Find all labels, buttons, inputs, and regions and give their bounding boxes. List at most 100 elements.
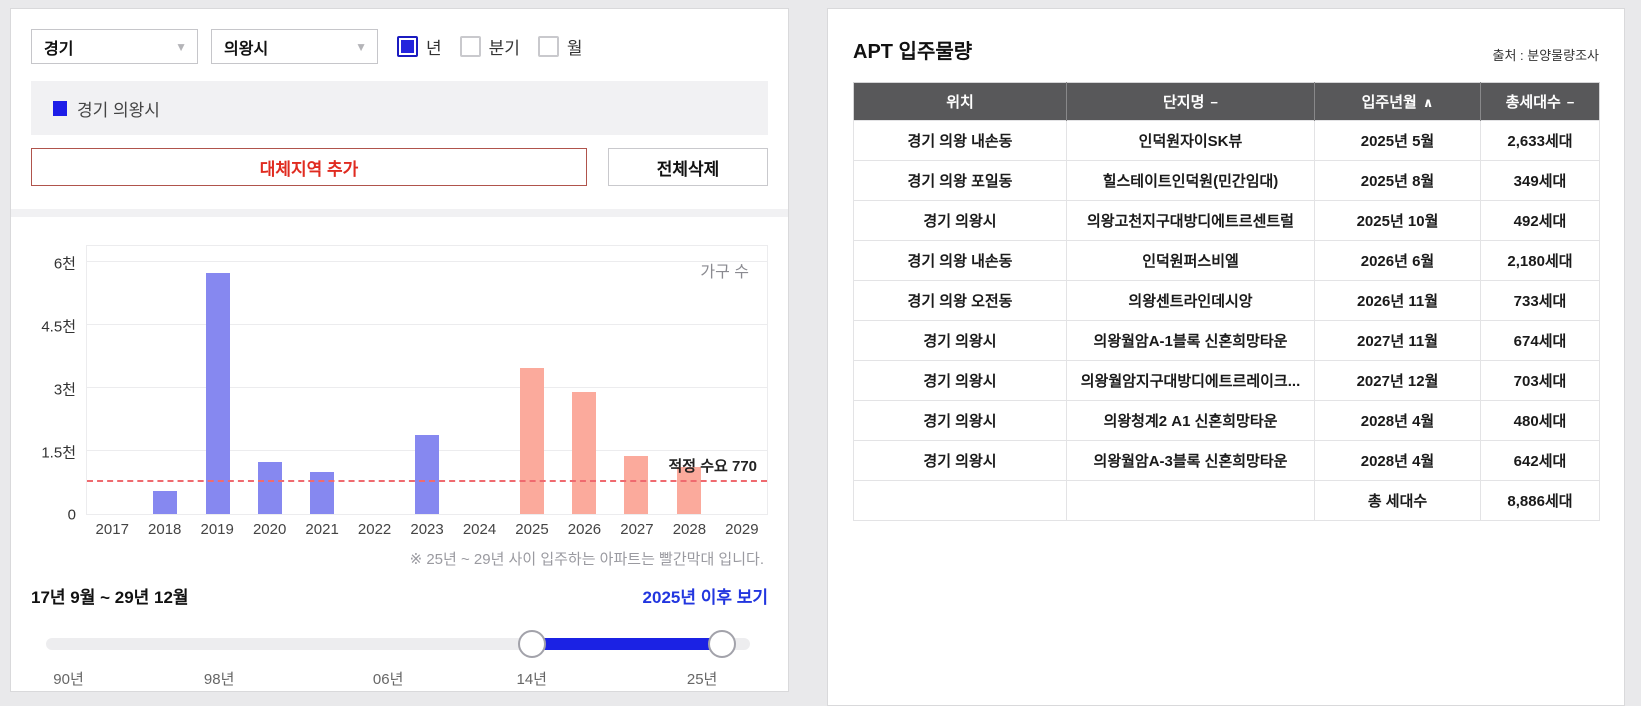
- sort-indicator-icon[interactable]: −: [1210, 95, 1218, 110]
- bar-2019: [205, 272, 230, 514]
- apt-occupancy-table: 위치 단지명 − 입주년월 ∧ 총세대수 − 경기 의왕 내손동 인덕원자이SK뷰 2025년 …: [853, 82, 1600, 521]
- x-axis-tick-label: 2027: [620, 521, 654, 538]
- complex-name-cell: 힐스테이트인덕원(민간임대): [1066, 160, 1315, 201]
- households-bar-chart: 0 1.5천 3천 4.5천 6천 가구 수 적정 수요 770: [31, 245, 768, 524]
- slider-tick-label: 14년: [516, 671, 548, 688]
- households-cell: 2,633세대: [1480, 120, 1600, 161]
- city-dropdown-value: 의왕시: [224, 40, 269, 58]
- y-axis-tick-label: 0: [67, 506, 76, 524]
- move-in-date-cell: 2025년 5월: [1314, 120, 1481, 161]
- x-axis-tick-label: 2023: [410, 521, 444, 538]
- bar-2028: [676, 466, 701, 514]
- complex-name-cell: 의왕월암지구대방디에트르레이크...: [1066, 360, 1315, 401]
- table-row[interactable]: 경기 의왕시 의왕월암A-1블록 신혼희망타운 2027년 11월 674세대: [853, 320, 1600, 361]
- bar-slot-2017: [87, 246, 139, 514]
- x-axis-tick-label: 2020: [252, 521, 287, 538]
- move-in-date-cell: 2026년 11월: [1314, 280, 1481, 321]
- bar-slot-2023: [401, 246, 453, 514]
- column-header-3[interactable]: 입주년월 ∧: [1314, 82, 1481, 121]
- bar-2018: [153, 490, 178, 514]
- delete-all-button[interactable]: 전체삭제: [608, 148, 768, 186]
- table-panel-header: APT 입주물량 출처 : 분양물량조사: [853, 35, 1599, 64]
- households-cell: 642세대: [1480, 440, 1600, 481]
- view-after-2025-link[interactable]: 2025년 이후 보기: [642, 588, 768, 607]
- location-cell: 경기 의왕 포일동: [853, 160, 1067, 201]
- bar-2021: [310, 472, 335, 514]
- x-axis-tick-label: 2018: [148, 521, 182, 538]
- legend-label: 경기 의왕시: [77, 100, 160, 120]
- bar-slot-2019: [192, 246, 244, 514]
- city-dropdown[interactable]: 의왕시 ▼: [211, 29, 378, 64]
- chart-panel: 경기 ▼ 의왕시 ▼ 년 분기 월 경기 의왕시 대체지역 추가 전체삭제 0 1.5…: [10, 8, 789, 692]
- table-row[interactable]: 경기 의왕시 의왕고천지구대방디에트르센트럴 2025년 10월 492세대: [853, 200, 1600, 241]
- bar-2027: [624, 456, 649, 514]
- bar-slot-2027: [610, 246, 662, 514]
- column-header-2[interactable]: 단지명 −: [1066, 82, 1315, 121]
- location-cell: 경기 의왕시: [853, 320, 1067, 361]
- y-axis-tick-label: 6천: [53, 255, 76, 273]
- bar-slot-2026: [558, 246, 610, 514]
- bar-slot-2024: [453, 246, 505, 514]
- checkbox-unchecked-icon[interactable]: [537, 36, 559, 57]
- location-cell: 경기 의왕시: [853, 200, 1067, 241]
- households-cell: 480세대: [1480, 400, 1600, 441]
- chart-y-axis: 0 1.5천 3천 4.5천 6천: [31, 245, 86, 524]
- demand-reference-label: 적정 수요 770: [668, 457, 757, 475]
- add-alternative-region-button[interactable]: 대체지역 추가: [31, 148, 587, 186]
- y-axis-tick-label: 1.5천: [41, 444, 76, 462]
- chart-plot: 가구 수 적정 수요 770: [86, 245, 768, 515]
- province-dropdown[interactable]: 경기 ▼: [31, 29, 198, 64]
- period-option-분기[interactable]: 분기: [459, 34, 520, 59]
- range-row: 17년 9월 ~ 29년 12월 2025년 이후 보기: [31, 583, 768, 608]
- table-row[interactable]: 경기 의왕 내손동 인덕원퍼스비엘 2026년 6월 2,180세대: [853, 240, 1600, 281]
- x-axis-tick-label: 2021: [305, 521, 339, 538]
- empty-cell: [853, 480, 1067, 521]
- bar-slot-2022: [349, 246, 401, 514]
- chevron-down-icon: ▼: [355, 39, 367, 54]
- slider-tick-labels: 90년 98년 06년 14년 25년: [46, 668, 750, 688]
- table-row[interactable]: 경기 의왕 오전동 의왕센트라인데시앙 2026년 11월 733세대: [853, 280, 1600, 321]
- sort-indicator-icon[interactable]: −: [1566, 95, 1575, 110]
- bar-2025: [519, 368, 544, 514]
- complex-name-cell: 의왕고천지구대방디에트르센트럴: [1066, 200, 1315, 241]
- move-in-date-cell: 2028년 4월: [1314, 400, 1481, 441]
- table-row[interactable]: 경기 의왕시 의왕월암지구대방디에트르레이크... 2027년 12월 703세대: [853, 360, 1600, 401]
- location-cell: 경기 의왕시: [853, 440, 1067, 481]
- bar-2026: [571, 391, 596, 514]
- page-title: APT 입주물량: [853, 41, 973, 63]
- move-in-date-cell: 2025년 8월: [1314, 160, 1481, 201]
- period-option-월[interactable]: 월: [537, 34, 583, 59]
- table-row[interactable]: 경기 의왕 내손동 인덕원자이SK뷰 2025년 5월 2,633세대: [853, 120, 1600, 161]
- chevron-down-icon: ▼: [175, 39, 187, 54]
- bar-2023: [415, 435, 440, 514]
- column-header-4[interactable]: 총세대수 −: [1480, 82, 1600, 121]
- gridline: [87, 387, 767, 388]
- slider-thumb-right[interactable]: [707, 630, 736, 658]
- table-row[interactable]: 경기 의왕 포일동 힐스테이트인덕원(민간임대) 2025년 8월 349세대: [853, 160, 1600, 201]
- x-axis-tick-label: 2024: [462, 521, 497, 538]
- x-axis-tick-label: 2029: [725, 521, 759, 538]
- sort-indicator-icon[interactable]: ∧: [1422, 95, 1434, 110]
- location-cell: 경기 의왕시: [853, 360, 1067, 401]
- button-row: 대체지역 추가 전체삭제: [31, 148, 768, 186]
- data-source-label: 출처 : 분양물량조사: [1492, 48, 1599, 63]
- column-header-1[interactable]: 위치: [853, 82, 1067, 121]
- location-cell: 경기 의왕 내손동: [853, 120, 1067, 161]
- period-option-label: 월: [566, 39, 583, 58]
- date-range-slider[interactable]: [46, 630, 750, 658]
- x-axis-tick-label: 2025: [515, 521, 549, 538]
- checkbox-unchecked-icon[interactable]: [459, 36, 481, 57]
- x-axis-tick-label: 2022: [357, 521, 392, 538]
- chart-note: ※ 25년 ~ 29년 사이 입주하는 아파트는 빨간막대 입니다.: [409, 551, 764, 568]
- location-cell: 경기 의왕 내손동: [853, 240, 1067, 281]
- bar-slot-2028: [662, 246, 714, 514]
- households-cell: 2,180세대: [1480, 240, 1600, 281]
- slider-thumb-left[interactable]: [517, 630, 546, 658]
- province-dropdown-value: 경기: [44, 40, 74, 58]
- checkbox-checked-icon[interactable]: [397, 36, 418, 57]
- table-row[interactable]: 경기 의왕시 의왕청계2 A1 신혼희망타운 2028년 4월 480세대: [853, 400, 1600, 441]
- period-option-년[interactable]: 년: [397, 34, 442, 59]
- slider-tick-label: 98년: [203, 671, 235, 688]
- table-row[interactable]: 경기 의왕시 의왕월암A-3블록 신혼희망타운 2028년 4월 642세대: [853, 440, 1600, 481]
- chart-legend: 경기 의왕시: [31, 81, 768, 135]
